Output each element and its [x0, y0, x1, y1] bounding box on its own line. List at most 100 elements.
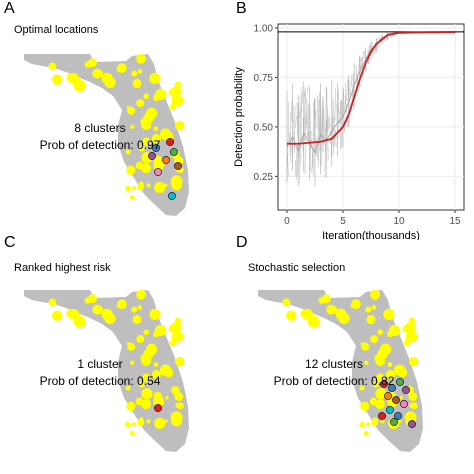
map-d-risk-area [321, 294, 331, 304]
map-a-risk-area [141, 163, 152, 174]
map-a-risk-area [151, 133, 161, 144]
trace-jitter [301, 86, 303, 105]
panel-c-clusters-text: 1 cluster [77, 357, 123, 371]
map-a-risk-area [138, 181, 144, 187]
map-a-risk-area [156, 156, 162, 163]
map-c-risk-area [143, 329, 150, 336]
panel-a-clusters-text: 8 clusters [74, 121, 126, 135]
trace-jitter [323, 98, 325, 138]
map-d-cluster-marker [386, 406, 394, 414]
map-d-cluster-marker [402, 386, 410, 394]
trace-jitter [339, 102, 341, 123]
map-d-cluster-marker [408, 420, 416, 428]
trace-jitter [324, 126, 326, 175]
map-a-cluster-marker [152, 144, 160, 152]
trace-jitter [332, 117, 334, 148]
map-c-risk-area [141, 399, 152, 410]
map-c-risk-area [136, 289, 147, 300]
trace-jitter [312, 132, 314, 168]
panel-c-prob-text: Prob of detection: 0.54 [39, 374, 161, 388]
map-d-cluster-marker [380, 380, 388, 388]
map-c-risk-area [151, 369, 161, 380]
map-d-cluster-marker [388, 384, 396, 392]
map-d-risk-area [411, 402, 418, 410]
map-d-risk-area [405, 322, 416, 333]
map-a-risk-area [161, 187, 165, 191]
trace-jitter [353, 70, 355, 85]
panel-d-clusters-text: 12 clusters [304, 357, 364, 371]
map-c-risk-area [117, 299, 127, 310]
panel-a-letter: A [4, 0, 15, 17]
trace-jitter [385, 37, 387, 39]
map-c-risk-area [137, 305, 143, 310]
trace-jitter [383, 38, 385, 42]
x-tick-label: 10 [393, 216, 405, 227]
trace-jitter [355, 70, 357, 73]
map-d-risk-area [360, 341, 365, 346]
map-c-risk-area [141, 355, 152, 367]
trace-jitter [306, 113, 308, 130]
map-a-risk-area [130, 124, 135, 130]
florida-map-d [258, 289, 423, 452]
map-a-risk-area [153, 160, 165, 171]
map-c-risk-area [142, 373, 151, 383]
trace-jitter [327, 115, 329, 131]
florida-map-a [24, 53, 189, 216]
map-d-risk-area [359, 421, 365, 428]
trace-jitter [342, 88, 344, 97]
trace-jitter [359, 57, 361, 60]
map-c-risk-area [171, 385, 180, 395]
map-d-cluster-marker [392, 396, 400, 404]
trace-jitter [337, 135, 339, 140]
map-a-cluster-marker [162, 156, 170, 164]
map-a-risk-area [117, 63, 127, 74]
map-d-risk-area [370, 335, 379, 344]
map-c-risk-area [131, 306, 138, 313]
trace-jitter [335, 129, 337, 148]
map-d-risk-area [375, 399, 386, 410]
trace-jitter [321, 102, 323, 167]
trace-jitter [326, 87, 328, 133]
trace-jitter [327, 107, 329, 161]
map-c-risk-area [48, 298, 57, 307]
y-tick-label: 0.25 [254, 172, 274, 183]
y-tick-label: 1.00 [254, 23, 274, 34]
map-d-risk-area [351, 299, 361, 310]
map-d-risk-area [360, 401, 370, 411]
x-tick-label: 15 [449, 216, 461, 227]
map-c-risk-area [145, 343, 158, 356]
map-d-risk-area [365, 422, 371, 427]
trace-jitter [311, 148, 313, 174]
map-c-risk-area [153, 396, 165, 407]
trace-jitter [291, 100, 293, 122]
trace-jitter [340, 99, 343, 149]
map-d-risk-area [370, 289, 381, 300]
trace-jitter [334, 87, 336, 121]
map-d-risk-area [335, 308, 347, 320]
trace-jitter [357, 77, 359, 84]
trace-jitter [302, 117, 305, 172]
map-a-risk-area [154, 181, 166, 194]
map-a-risk-area [125, 185, 131, 192]
trace-jitter [313, 98, 315, 177]
map-a-risk-area [101, 72, 113, 84]
map-a-risk-area [51, 74, 63, 85]
trace-jitter [367, 61, 369, 64]
trace-jitter [305, 87, 307, 125]
panel-c-letter: C [4, 234, 16, 251]
map-d-cluster-marker [384, 392, 392, 400]
trace-jitter [318, 92, 320, 165]
trace-jitter [320, 94, 322, 131]
map-a-cluster-marker [168, 192, 176, 200]
map-a-risk-area [143, 93, 150, 100]
map-d-risk-area [366, 314, 376, 325]
map-a-risk-area [136, 99, 145, 108]
map-d-risk-area [398, 419, 402, 423]
trace-jitter [291, 138, 293, 165]
trace-jitter [332, 99, 334, 133]
map-a-risk-area [145, 107, 158, 120]
map-d-risk-area [388, 324, 401, 337]
map-c-risk-area [170, 411, 183, 424]
map-d-risk-area [363, 431, 369, 437]
trace-jitter [312, 101, 315, 136]
